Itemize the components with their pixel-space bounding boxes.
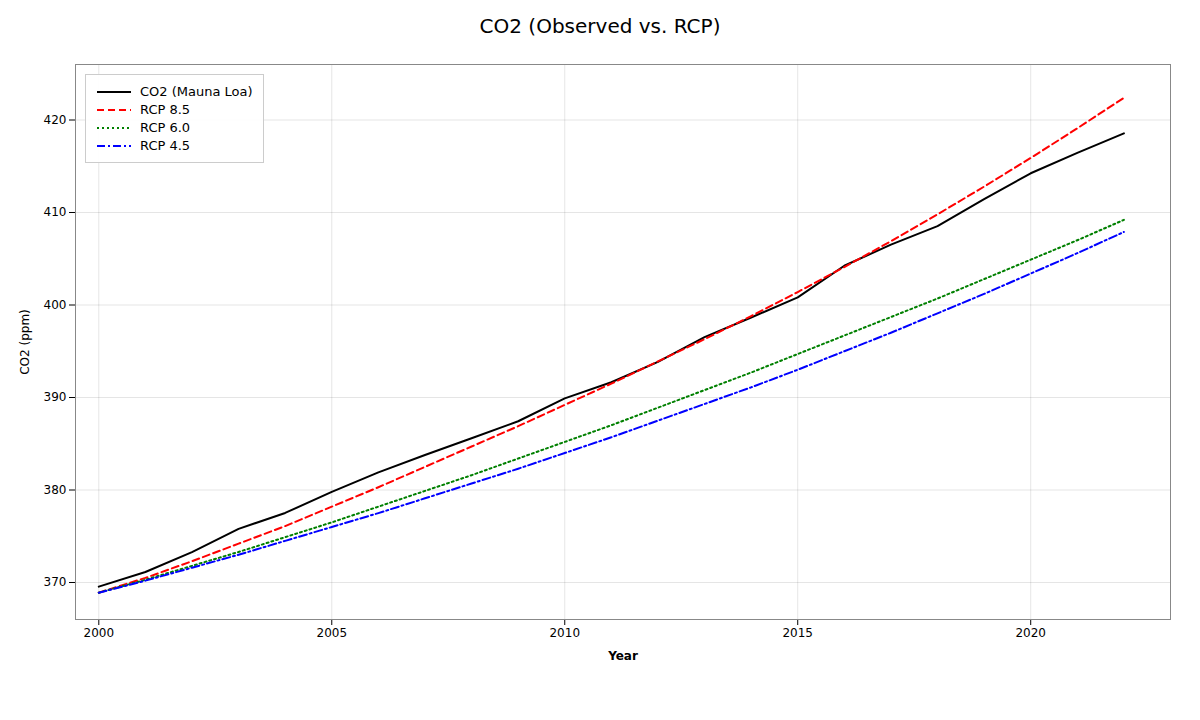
svg-text:Year: Year [607, 649, 638, 663]
svg-text:400: 400 [44, 298, 67, 312]
svg-text:2020: 2020 [1015, 626, 1046, 640]
svg-text:370: 370 [44, 575, 67, 589]
svg-text:390: 390 [44, 390, 67, 404]
svg-text:2000: 2000 [84, 626, 115, 640]
html-text:CO2 (Mauna Loa): CO2 (Mauna Loa) [140, 84, 253, 99]
html-text:CO2 (Observed vs. RCP): CO2 (Observed vs. RCP) [479, 14, 721, 38]
svg-text:2015: 2015 [782, 626, 813, 640]
html-text:RCP 6.0: RCP 6.0 [140, 120, 191, 135]
svg-text:2010: 2010 [549, 626, 580, 640]
html-text:RCP 4.5: RCP 4.5 [140, 138, 191, 153]
svg-text:410: 410 [44, 205, 67, 219]
svg-text:2005: 2005 [317, 626, 348, 640]
svg-text:CO2 (ppm): CO2 (ppm) [18, 309, 32, 375]
html-text:RCP 8.5: RCP 8.5 [140, 102, 191, 117]
svg-text:380: 380 [44, 483, 67, 497]
svg-text:420: 420 [44, 113, 67, 127]
